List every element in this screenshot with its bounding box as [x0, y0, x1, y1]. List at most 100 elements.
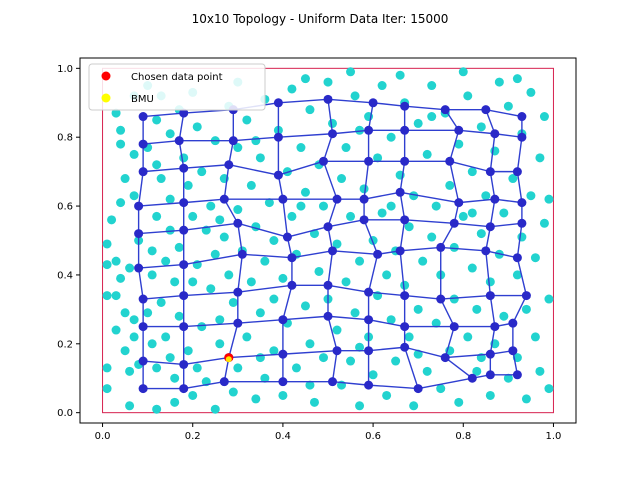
data-point: [463, 332, 473, 342]
grid-edge: [449, 160, 491, 173]
data-point: [215, 315, 225, 325]
axes-frame: [79, 57, 577, 424]
data-point: [246, 277, 256, 287]
grid-edge: [322, 133, 334, 162]
data-point: [116, 198, 126, 208]
grid-edge: [242, 253, 292, 259]
grid-edge: [327, 316, 338, 351]
data-point: [521, 394, 531, 404]
grid-edge: [183, 198, 225, 204]
grid-edge: [449, 161, 460, 203]
data-point: [156, 174, 166, 184]
grid-edge: [489, 295, 496, 327]
data-point: [255, 153, 265, 163]
neuron: [440, 105, 450, 115]
neuron: [233, 287, 243, 297]
neuron: [449, 322, 459, 332]
y-tick-label: 0.4: [57, 270, 73, 281]
data-point: [499, 311, 509, 321]
neuron: [364, 156, 374, 166]
data-point: [129, 191, 139, 201]
data-point: [422, 366, 432, 376]
grid-edge: [223, 164, 230, 200]
neuron: [282, 232, 292, 242]
neuron: [174, 136, 184, 146]
grid-edge: [516, 257, 528, 296]
data-point: [260, 373, 270, 383]
data-point: [346, 356, 356, 366]
grid-edge: [485, 108, 523, 118]
neuron: [138, 167, 148, 177]
chart-title: 10x10 Topology - Uniform Data Iter: 1500…: [192, 12, 449, 26]
grid-edge: [282, 199, 289, 238]
data-point: [174, 242, 184, 252]
neuron: [359, 194, 369, 204]
grid-edge: [143, 139, 180, 145]
y-tick-label: 1.0: [57, 64, 73, 75]
data-point: [152, 160, 162, 170]
grid-edge: [363, 191, 401, 200]
grid-edge: [143, 112, 184, 118]
neuron: [278, 315, 288, 325]
data-point: [359, 184, 369, 194]
data-point: [255, 308, 265, 318]
data-point: [278, 390, 288, 400]
legend-box: [88, 63, 266, 111]
grid-edge: [332, 129, 369, 135]
data-point: [539, 218, 549, 228]
data-point: [445, 180, 455, 190]
data-point: [296, 201, 306, 211]
data-point: [215, 339, 225, 349]
data-point: [328, 118, 338, 128]
neuron: [512, 167, 522, 177]
grid-edge: [178, 112, 185, 141]
neuron: [318, 156, 328, 166]
data-point: [472, 366, 482, 376]
grid-edge: [494, 198, 522, 204]
legend: Chosen data point BMU: [88, 63, 266, 111]
neuron: [485, 222, 495, 232]
grid-edge: [327, 198, 338, 227]
data-point: [152, 211, 162, 221]
data-point: [179, 153, 189, 163]
data-point: [544, 384, 554, 394]
neuron: [287, 253, 297, 263]
data-point: [382, 270, 392, 280]
grid-edge: [327, 98, 374, 104]
data-point: [291, 363, 301, 373]
data-point: [467, 167, 477, 177]
grid-edge: [404, 219, 455, 224]
neuron: [364, 125, 374, 135]
grid-edge: [454, 222, 491, 228]
data-point: [107, 215, 117, 225]
data-point: [458, 67, 468, 77]
data-point: [386, 201, 396, 211]
neuron: [138, 294, 148, 304]
data-point: [404, 222, 414, 232]
data-point: [174, 311, 184, 321]
grid-edge: [237, 319, 283, 324]
data-point: [332, 325, 342, 335]
grid-edge: [183, 380, 225, 390]
grid-edge: [399, 250, 406, 296]
neuron: [219, 377, 229, 387]
neuron: [138, 356, 148, 366]
grid-edge: [183, 253, 243, 266]
neuron: [323, 311, 333, 321]
data-point: [350, 91, 360, 101]
grid-edge: [516, 137, 523, 172]
grid-edge: [368, 319, 405, 328]
data-point: [346, 211, 356, 221]
grid-edge: [485, 250, 492, 296]
data-point: [260, 256, 270, 266]
data-point: [161, 332, 171, 342]
grid-edge: [228, 353, 283, 359]
data-point: [206, 284, 216, 294]
neuron: [508, 318, 518, 328]
data-point: [129, 315, 139, 325]
grid-edge: [445, 353, 491, 359]
x-tick-label: 0.2: [185, 431, 201, 442]
grid-edge: [440, 298, 455, 327]
grid-edge: [278, 98, 329, 104]
